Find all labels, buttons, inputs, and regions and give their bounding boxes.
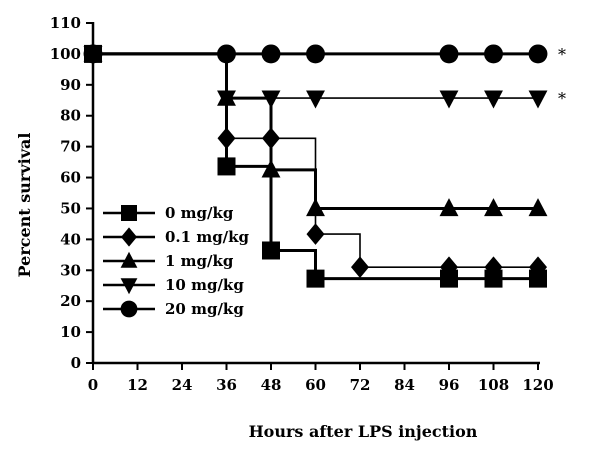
data-point	[529, 256, 547, 278]
y-tick-label: 50	[60, 199, 81, 217]
x-tick-label: 120	[522, 376, 553, 394]
legend-item: 10 mg/kg	[103, 276, 244, 295]
x-tick-label: 12	[127, 376, 148, 394]
data-point	[439, 44, 459, 64]
data-point	[217, 157, 236, 176]
y-tick-label: 100	[50, 45, 81, 63]
data-point	[484, 90, 503, 109]
y-tick-label: 0	[71, 354, 81, 372]
legend-marker	[121, 205, 137, 221]
y-tick-label: 10	[60, 323, 81, 341]
data-point	[528, 44, 548, 64]
data-point	[484, 44, 503, 64]
data-point	[306, 198, 325, 217]
legend: 0 mg/kg 0.1 mg/kg 1 mg/kg 10 mg/kg 20 mg/kg	[103, 204, 250, 318]
data-point	[217, 44, 236, 64]
y-axis-title: Percent survival	[15, 133, 34, 278]
y-tick-label: 70	[60, 138, 81, 156]
legend-item: 1 mg/kg	[103, 251, 234, 270]
y-tick-label: 40	[60, 230, 81, 248]
series-layer	[83, 43, 548, 288]
data-point	[261, 90, 281, 109]
y-tick-label: 90	[60, 76, 81, 94]
annotations: **	[558, 45, 566, 108]
series-line	[93, 52, 538, 210]
significance-marker: *	[558, 45, 566, 64]
y-tick-label: 110	[50, 14, 81, 32]
data-point	[306, 269, 325, 288]
legend-label: 1 mg/kg	[165, 252, 234, 270]
legend-marker	[121, 227, 137, 247]
legend-item: 20 mg/kg	[103, 300, 244, 318]
y-tick-label: 60	[60, 169, 81, 187]
data-point	[306, 223, 325, 245]
significance-marker: *	[558, 89, 566, 108]
x-tick-label: 24	[172, 376, 193, 394]
x-tick-label: 36	[216, 376, 237, 394]
y-tick-label: 80	[60, 107, 81, 125]
x-tick-label: 108	[478, 376, 509, 394]
axes-layer: 0 10 20 30 40 50 60 70 80 90 100 110 0 12 24 36 48 60 72 84…	[50, 14, 554, 394]
data-point	[484, 269, 503, 288]
data-point	[484, 198, 503, 217]
data-point	[484, 256, 503, 278]
data-point	[439, 198, 459, 217]
legend-marker	[120, 300, 138, 318]
data-point	[440, 256, 458, 278]
data-point	[217, 127, 236, 150]
data-point	[439, 90, 459, 109]
legend-item: 0.1 mg/kg	[103, 227, 250, 247]
legend-label: 20 mg/kg	[165, 300, 244, 318]
x-tick-label: 96	[439, 376, 460, 394]
x-tick-label: 48	[261, 376, 282, 394]
legend-label: 0.1 mg/kg	[165, 228, 250, 246]
x-tick-label: 84	[394, 376, 415, 394]
data-point	[261, 44, 281, 64]
y-tick-label: 30	[60, 261, 81, 279]
legend-marker	[120, 251, 138, 268]
y-tick-label: 20	[60, 292, 81, 310]
legend-label: 10 mg/kg	[165, 276, 244, 294]
x-axis-title: Hours after LPS injection	[249, 422, 478, 441]
series-triangle-up	[83, 43, 548, 217]
data-point	[306, 44, 325, 64]
x-tick-label: 72	[350, 376, 371, 394]
data-point	[217, 90, 236, 109]
data-point	[351, 256, 369, 278]
series-circle	[83, 44, 548, 64]
data-point	[528, 90, 548, 109]
series-diamond	[84, 43, 547, 278]
legend-label: 0 mg/kg	[165, 204, 234, 222]
legend-marker	[120, 278, 138, 295]
data-point	[440, 269, 458, 288]
data-point	[306, 90, 325, 109]
data-point	[261, 159, 281, 178]
data-point	[262, 241, 280, 260]
data-point	[528, 198, 548, 217]
data-point	[529, 269, 547, 288]
legend-item: 0 mg/kg	[103, 204, 234, 222]
x-tick-label: 0	[88, 376, 98, 394]
x-tick-label: 60	[305, 376, 326, 394]
series-triangle-down	[83, 46, 548, 109]
